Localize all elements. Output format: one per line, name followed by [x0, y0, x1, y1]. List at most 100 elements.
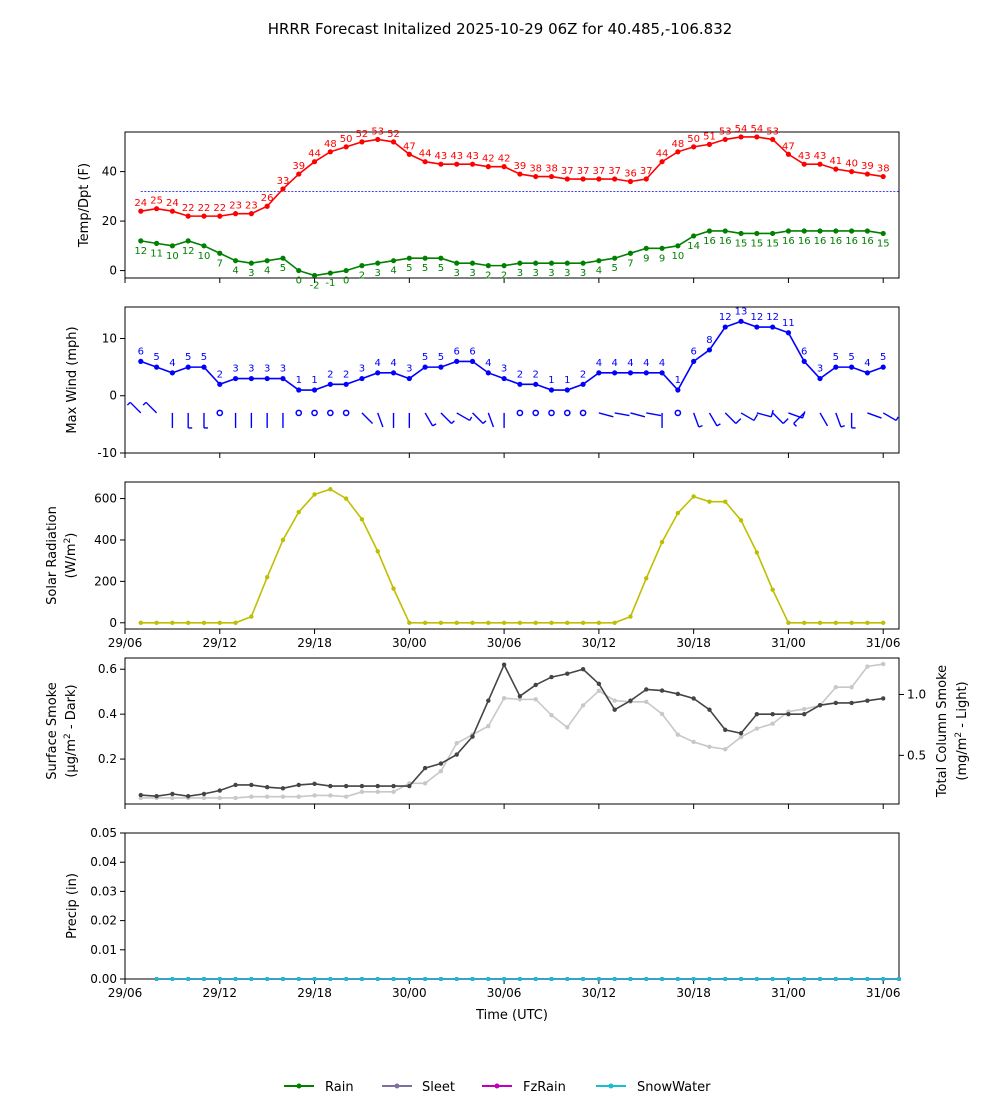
temperature-point	[706, 141, 713, 147]
max-wind-point	[501, 375, 507, 382]
max-wind-value-label: 12	[750, 312, 763, 323]
x-tick-label: 30/12	[582, 986, 617, 1000]
temperature-value-label: 24	[134, 198, 147, 209]
snowwater-point	[786, 977, 791, 981]
temperature-value-label: 37	[561, 166, 574, 177]
dewpoint-value-label: 0	[296, 276, 302, 287]
total-column-smoke-point	[170, 795, 175, 801]
snowwater-point	[533, 977, 538, 981]
solar-radiation-point	[659, 539, 665, 545]
temp-frame	[124, 131, 900, 279]
surface-smoke-point	[233, 782, 238, 788]
snowwater-point	[897, 977, 901, 981]
max-wind-value-label: 3	[264, 364, 270, 375]
temperature-point	[564, 176, 570, 182]
max-wind-point	[438, 364, 444, 370]
temperature-value-label: 41	[829, 156, 842, 167]
temperature-point	[817, 161, 823, 167]
wind-barb	[487, 412, 495, 428]
surface-smoke-point	[833, 700, 839, 706]
dewpoint-value-label: 5	[422, 263, 428, 274]
snowwater-point	[739, 977, 744, 981]
surface-smoke-point	[738, 731, 744, 736]
solar-radiation-point	[596, 620, 602, 625]
temperature-value-label: 51	[703, 131, 716, 142]
total-column-smoke-point	[802, 706, 807, 712]
temperature-point	[485, 164, 491, 170]
temperature-point	[754, 134, 760, 140]
temperature-value-label: 39	[292, 161, 305, 172]
wind-barb	[819, 412, 829, 427]
temperature-point	[280, 186, 286, 192]
snowwater-point	[312, 977, 317, 981]
y-tick-label-right: 1.0	[907, 688, 926, 702]
max-wind-value-label: 2	[343, 369, 349, 380]
smoke-frame	[124, 657, 900, 805]
temperature-point	[833, 166, 839, 172]
solar-radiation-point	[549, 620, 554, 625]
max-wind-value-label: 1	[548, 375, 554, 386]
wind-barb	[456, 412, 471, 422]
solar-radiation-point	[154, 620, 159, 625]
x-tick-label: 29/12	[202, 986, 237, 1000]
temperature-point	[438, 161, 444, 167]
snowwater-point	[865, 977, 870, 981]
surface-smoke-point	[565, 671, 570, 676]
max-wind-value-label: 1	[296, 375, 302, 386]
surface-smoke-point	[770, 711, 775, 717]
solar-radiation-point	[754, 550, 760, 555]
wind-barb-flag	[782, 418, 789, 425]
total-column-smoke-point	[217, 795, 222, 801]
temperature-point	[722, 136, 728, 143]
solar-radiation-point	[470, 620, 475, 625]
max-wind-point	[738, 318, 744, 324]
max-wind-point	[849, 364, 855, 370]
max-wind-point	[691, 358, 697, 364]
max-wind-point	[722, 324, 728, 330]
wind-barb	[129, 401, 142, 414]
snowwater-point	[249, 977, 254, 981]
smoke-left-y-axis-label: Surface Smoke	[45, 682, 60, 780]
max-wind-value-label: 12	[719, 312, 732, 323]
solar-radiation-point	[881, 620, 886, 625]
x-tick-label: 31/00	[771, 636, 806, 650]
surface-smoke-point	[849, 700, 854, 706]
temperature-point	[469, 161, 476, 167]
dewpoint-value-label: 12	[182, 246, 195, 257]
temperature-value-label: 43	[798, 151, 811, 162]
snowwater-point	[691, 977, 696, 981]
wind-barb-calm	[532, 409, 540, 417]
y-tick-label: 0.6	[98, 662, 117, 676]
surface-smoke-point	[723, 727, 728, 733]
surface-smoke-point	[422, 765, 428, 771]
dewpoint-value-label: 5	[438, 263, 444, 274]
total-column-smoke-point	[375, 789, 380, 795]
dewpoint-value-label: 0	[343, 276, 349, 287]
wind-frame	[124, 306, 900, 454]
temp-y-axis-label: Temp/Dpt (F)	[77, 163, 92, 248]
max-wind-point	[817, 375, 823, 382]
legend-item-fzrain: FzRain	[482, 1080, 566, 1095]
precip-frame	[124, 832, 900, 980]
y-tick-label: 200	[94, 574, 117, 588]
temperature-value-label: 53	[766, 126, 779, 137]
total-column-smoke-point	[201, 795, 207, 801]
dewpoint-point	[754, 230, 760, 237]
snowwater-point	[565, 977, 570, 981]
dewpoint-point	[438, 255, 444, 261]
wind-barb	[145, 401, 158, 414]
solar-radiation-point	[644, 576, 649, 581]
temperature-value-label: 50	[687, 134, 700, 145]
solar-radiation-point	[817, 620, 823, 625]
x-tick-label: 31/00	[771, 986, 806, 1000]
surface-smoke-point	[138, 792, 143, 798]
temperature-point	[770, 136, 776, 143]
temperature-point	[691, 144, 697, 150]
temperature-value-label: 54	[750, 124, 763, 135]
max-wind-value-label: 2	[217, 369, 223, 380]
dewpoint-point	[533, 260, 539, 266]
smoke-right-y-axis-unit: (mg/m2 - Light)	[954, 681, 970, 780]
solar-radiation-point	[249, 614, 254, 619]
dewpoint-value-label: 3	[375, 268, 381, 279]
y-tick-label: 0	[109, 616, 117, 630]
